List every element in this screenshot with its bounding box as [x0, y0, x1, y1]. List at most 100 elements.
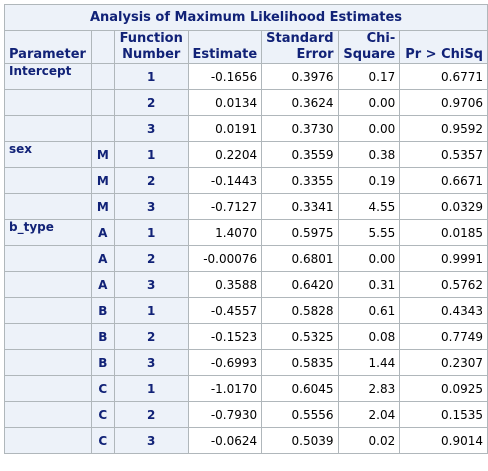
row-level: A	[90, 245, 115, 272]
table-row: B 2 -0.1523 0.5325 0.08 0.7749	[4, 323, 488, 350]
row-function-number: 2	[113, 167, 189, 194]
row-standard-error: 0.6420	[261, 271, 339, 298]
row-level: M	[90, 167, 115, 194]
row-standard-error: 0.5975	[261, 219, 339, 246]
col-header-level	[90, 30, 115, 64]
row-p-value: 0.2307	[399, 349, 488, 376]
row-estimate: -0.7930	[187, 401, 263, 428]
row-standard-error: 0.3355	[261, 167, 339, 194]
row-chi-square: 0.08	[337, 323, 401, 350]
row-function-number: 3	[113, 349, 189, 376]
row-p-value: 0.5357	[399, 141, 488, 168]
row-function-number: 1	[113, 219, 189, 246]
row-standard-error: 0.3976	[261, 63, 339, 90]
table-row: C 3 -0.0624 0.5039 0.02 0.9014	[4, 427, 488, 454]
row-chi-square: 0.02	[337, 427, 401, 454]
row-standard-error: 0.3730	[261, 115, 339, 142]
table-row: M 2 -0.1443 0.3355 0.19 0.6671	[4, 167, 488, 194]
row-p-value: 0.0185	[399, 219, 488, 246]
row-p-value: 0.6771	[399, 63, 488, 90]
row-estimate: -0.1523	[187, 323, 263, 350]
row-parameter	[4, 323, 92, 350]
col-header-function-line1: Function	[119, 31, 183, 47]
row-chi-square: 0.19	[337, 167, 401, 194]
col-header-chisq-line2: Square	[343, 47, 396, 62]
row-level	[90, 115, 115, 142]
row-p-value: 0.9014	[399, 427, 488, 454]
row-function-number: 1	[113, 141, 189, 168]
row-p-value: 0.0925	[399, 375, 488, 402]
table-title: Analysis of Maximum Likelihood Estimates	[4, 4, 488, 31]
row-level	[90, 63, 115, 90]
row-level: B	[90, 297, 115, 324]
row-parameter	[4, 89, 92, 116]
row-chi-square: 1.44	[337, 349, 401, 376]
row-estimate: -0.1656	[187, 63, 263, 90]
row-p-value: 0.9592	[399, 115, 488, 142]
row-estimate: -0.7127	[187, 193, 263, 220]
row-estimate: -0.00076	[187, 245, 263, 272]
row-function-number: 3	[113, 115, 189, 142]
table-row: sex M 1 0.2204 0.3559 0.38 0.5357	[4, 141, 488, 168]
row-standard-error: 0.5556	[261, 401, 339, 428]
col-header-chisq-line1: Chi-	[366, 31, 396, 47]
col-header-function-number: Function Number	[113, 30, 189, 64]
table-row: B 3 -0.6993 0.5835 1.44 0.2307	[4, 349, 488, 376]
row-level: B	[90, 323, 115, 350]
row-p-value: 0.9991	[399, 245, 488, 272]
row-parameter	[4, 375, 92, 402]
row-p-value: 0.5762	[399, 271, 488, 298]
row-parameter: sex	[4, 141, 92, 168]
row-level: B	[90, 349, 115, 376]
row-standard-error: 0.3624	[261, 89, 339, 116]
row-p-value: 0.6671	[399, 167, 488, 194]
row-level: A	[90, 219, 115, 246]
row-level: A	[90, 271, 115, 298]
table-row: 2 0.0134 0.3624 0.00 0.9706	[4, 89, 488, 116]
row-standard-error: 0.6045	[261, 375, 339, 402]
row-parameter: Intercept	[4, 63, 92, 90]
row-estimate: 0.0191	[187, 115, 263, 142]
row-p-value: 0.4343	[399, 297, 488, 324]
row-function-number: 3	[113, 271, 189, 298]
row-estimate: 0.2204	[187, 141, 263, 168]
row-level: C	[90, 401, 115, 428]
row-chi-square: 0.00	[337, 89, 401, 116]
table-row: C 1 -1.0170 0.6045 2.83 0.0925	[4, 375, 488, 402]
row-function-number: 2	[113, 89, 189, 116]
row-level: C	[90, 427, 115, 454]
row-chi-square: 2.04	[337, 401, 401, 428]
row-parameter	[4, 115, 92, 142]
col-header-estimate: Estimate	[187, 30, 263, 64]
table-row: A 3 0.3588 0.6420 0.31 0.5762	[4, 271, 488, 298]
row-standard-error: 0.5835	[261, 349, 339, 376]
row-chi-square: 0.31	[337, 271, 401, 298]
col-header-stderr-line1: Standard	[266, 31, 334, 47]
row-function-number: 1	[113, 63, 189, 90]
row-parameter	[4, 401, 92, 428]
row-level: C	[90, 375, 115, 402]
mle-table-container: Analysis of Maximum Likelihood Estimates…	[4, 4, 488, 454]
row-estimate: -0.4557	[187, 297, 263, 324]
row-p-value: 0.9706	[399, 89, 488, 116]
row-parameter	[4, 245, 92, 272]
row-chi-square: 5.55	[337, 219, 401, 246]
row-p-value: 0.1535	[399, 401, 488, 428]
row-chi-square: 0.61	[337, 297, 401, 324]
row-chi-square: 0.17	[337, 63, 401, 90]
row-parameter	[4, 297, 92, 324]
row-level: M	[90, 141, 115, 168]
row-parameter	[4, 193, 92, 220]
table-row: Intercept 1 -0.1656 0.3976 0.17 0.6771	[4, 63, 488, 90]
col-header-stderr-line2: Error	[296, 47, 334, 62]
table-row: M 3 -0.7127 0.3341 4.55 0.0329	[4, 193, 488, 220]
row-function-number: 3	[113, 193, 189, 220]
row-standard-error: 0.5039	[261, 427, 339, 454]
col-header-chi-square: Chi- Square	[337, 30, 401, 64]
row-chi-square: 2.83	[337, 375, 401, 402]
col-header-function-line2: Number	[122, 47, 181, 62]
row-parameter	[4, 427, 92, 454]
row-parameter: b_type	[4, 219, 92, 246]
row-standard-error: 0.3559	[261, 141, 339, 168]
row-chi-square: 0.38	[337, 141, 401, 168]
